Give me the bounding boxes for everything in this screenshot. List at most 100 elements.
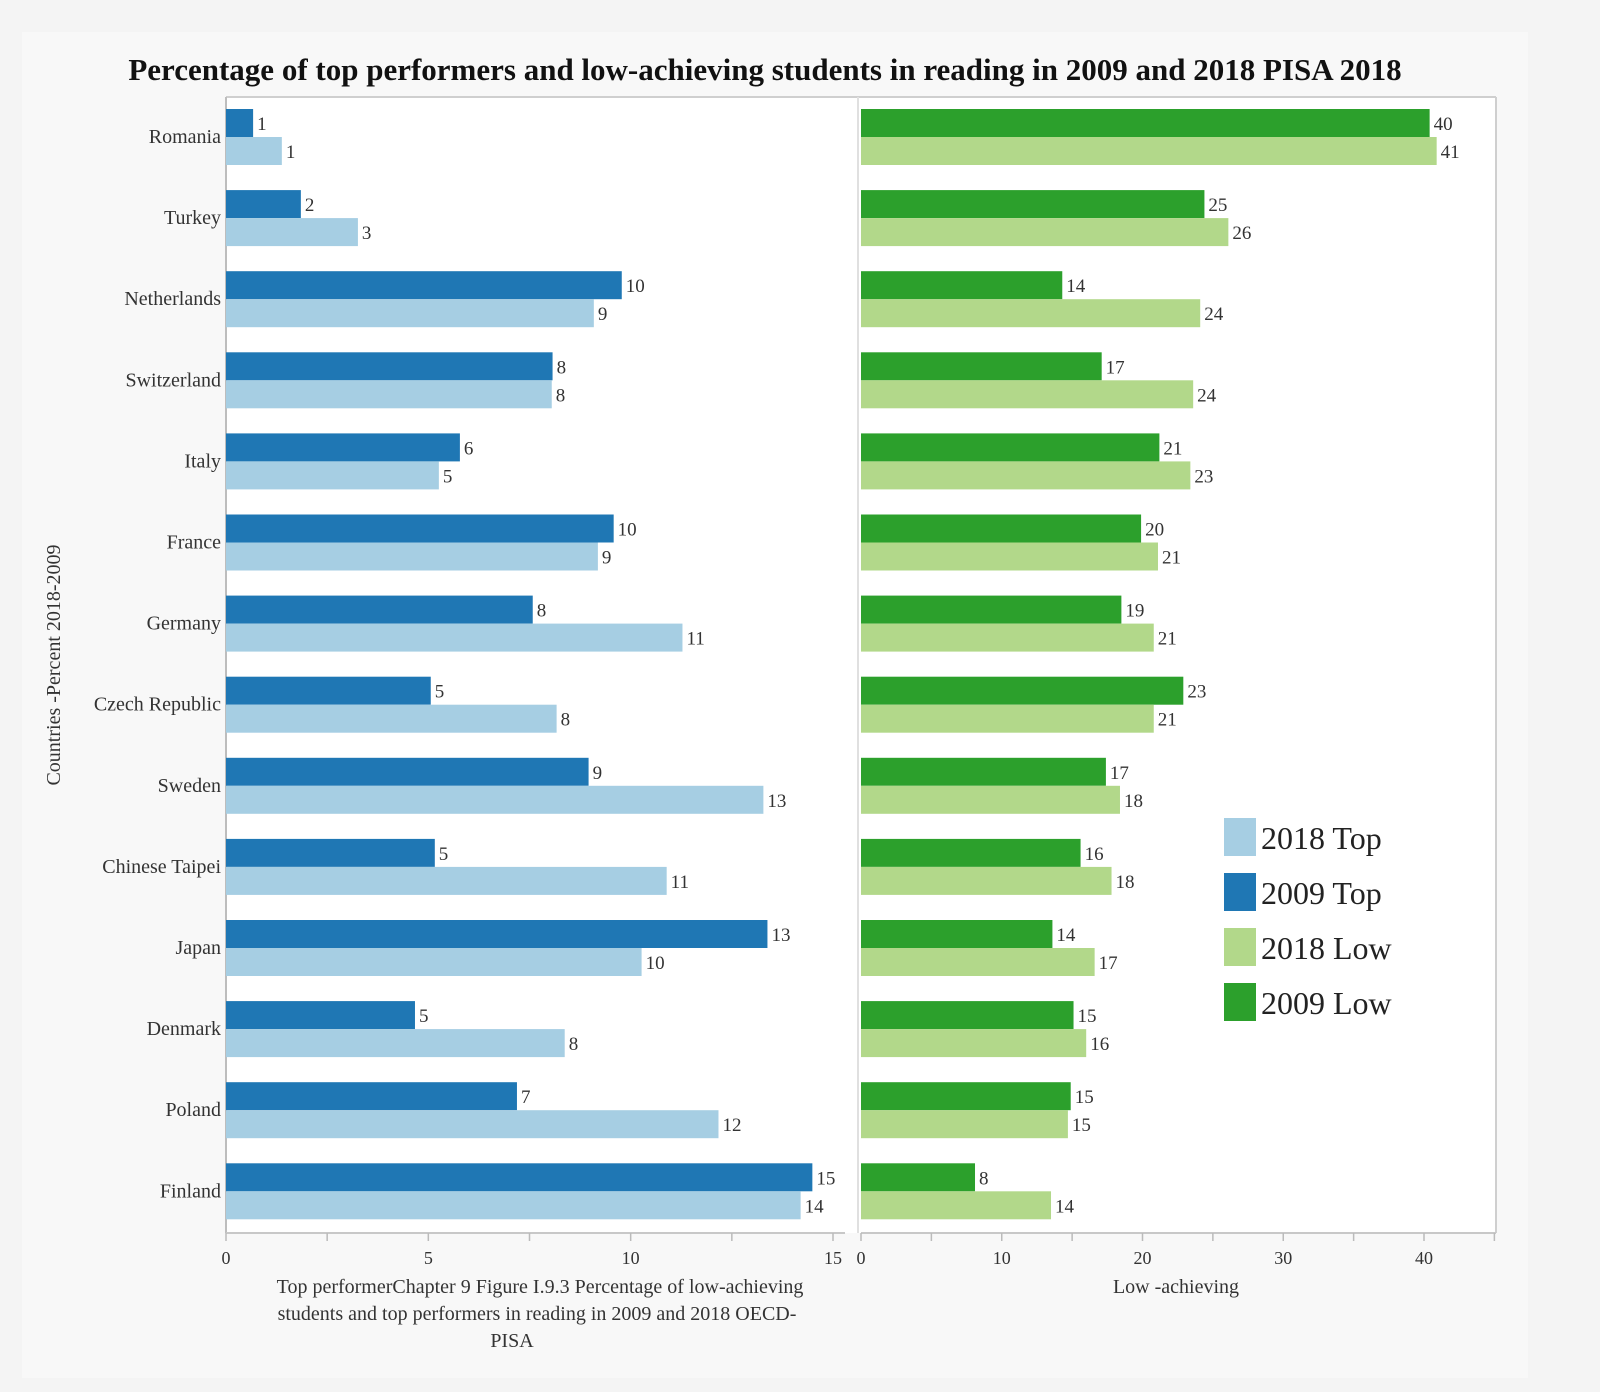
bar-2018-top <box>226 1191 801 1220</box>
x-tick-label: 0 <box>857 1248 866 1268</box>
chart-title: Percentage of top performers and low-ach… <box>128 52 1402 87</box>
data-label: 40 <box>1434 114 1453 135</box>
data-label: 6 <box>464 438 474 459</box>
data-label: 25 <box>1208 195 1227 216</box>
bar-2009-low <box>861 757 1106 786</box>
data-label: 5 <box>443 466 453 487</box>
bar-2018-low <box>861 380 1194 409</box>
data-label: 10 <box>646 953 665 974</box>
legend: 2018 Top 2009 Top 2018 Low 2009 Low <box>1224 818 1392 1021</box>
data-label: 15 <box>1075 1087 1094 1108</box>
bar-2018-low <box>861 1191 1052 1220</box>
bar-2018-low <box>861 137 1437 165</box>
data-label: 14 <box>1055 1196 1075 1217</box>
bar-2009-top <box>226 595 533 624</box>
category-label: Czech Republic <box>94 694 221 716</box>
data-label: 13 <box>771 925 790 946</box>
x-tick-label: 10 <box>622 1248 640 1268</box>
legend-label: 2018 Low <box>1261 930 1392 966</box>
bar-2018-low <box>861 948 1095 976</box>
category-label: France <box>167 532 222 554</box>
data-label: 15 <box>1072 1115 1091 1136</box>
bar-2009-top <box>226 757 589 786</box>
bar-2018-top <box>226 785 764 814</box>
bar-2018-low <box>861 542 1158 571</box>
bar-2009-top <box>226 190 301 219</box>
bar-2009-low <box>861 271 1063 300</box>
bar-2018-top <box>226 461 439 490</box>
category-label: Italy <box>184 450 221 472</box>
bar-2009-top <box>226 1082 517 1111</box>
bar-2009-top <box>226 676 431 705</box>
x-tick-label: 40 <box>1415 1248 1433 1268</box>
data-label: 24 <box>1197 385 1217 406</box>
bar-2009-low <box>861 595 1122 624</box>
plot-frame <box>225 96 1497 1234</box>
x-axis-label-left-line3: PISA <box>490 1330 534 1352</box>
bar-2009-low <box>861 190 1205 219</box>
bar-2018-top <box>226 299 594 328</box>
data-label: 21 <box>1158 710 1177 731</box>
x-axis-label-left-line1: Top performerChapter 9 Figure I.9.3 Perc… <box>277 1276 804 1298</box>
legend-swatch <box>1224 818 1256 856</box>
bar-2009-low <box>861 352 1102 381</box>
bar-2018-top <box>226 948 642 976</box>
data-label: 7 <box>521 1087 531 1108</box>
bar-2018-low <box>861 218 1229 247</box>
bar-2009-top <box>226 1163 813 1192</box>
data-label: 5 <box>435 682 445 703</box>
data-label: 21 <box>1162 548 1181 569</box>
data-label: 16 <box>1085 844 1104 865</box>
bar-2018-top <box>226 704 557 733</box>
x-tick-label: 10 <box>993 1248 1011 1268</box>
bar-2018-low <box>861 299 1201 328</box>
data-label: 13 <box>767 791 786 812</box>
bar-2009-top <box>226 352 553 381</box>
category-label: Netherlands <box>124 288 221 310</box>
data-label: 8 <box>979 1168 989 1189</box>
bar-2009-top <box>226 433 460 462</box>
data-label: 17 <box>1110 763 1129 784</box>
data-label: 15 <box>816 1168 835 1189</box>
data-label: 17 <box>1099 953 1118 974</box>
bar-2018-top <box>226 623 683 652</box>
bar-2009-low <box>861 1163 976 1192</box>
category-label: Japan <box>175 937 221 959</box>
bar-2009-top <box>226 838 435 867</box>
bar-2018-top <box>226 866 667 895</box>
x-axis-label-right: Low -achieving <box>1113 1276 1239 1298</box>
data-label: 17 <box>1106 357 1125 378</box>
data-label: 3 <box>362 223 372 244</box>
data-label: 18 <box>1124 791 1143 812</box>
data-label: 8 <box>569 1034 579 1055</box>
bar-2009-low <box>861 920 1053 948</box>
bar-2018-low <box>861 866 1112 895</box>
bar-2018-top <box>226 1110 719 1139</box>
data-label: 14 <box>1056 925 1076 946</box>
bar-2018-top <box>226 1029 565 1058</box>
legend-label: 2009 Low <box>1261 985 1392 1021</box>
data-label: 16 <box>1090 1034 1109 1055</box>
data-label: 21 <box>1163 438 1182 459</box>
data-label: 41 <box>1441 142 1460 163</box>
category-labels: Romania Turkey Netherlands Switzerland Italy… <box>94 126 222 1202</box>
data-label: 9 <box>598 304 608 325</box>
bar-2018-top <box>226 542 598 571</box>
bar-2009-top <box>226 1001 415 1030</box>
data-label: 10 <box>618 520 637 541</box>
data-label: 18 <box>1116 872 1135 893</box>
data-label: 11 <box>686 629 704 650</box>
legend-label: 2009 Top <box>1261 875 1382 911</box>
bar-2018-low <box>861 623 1154 652</box>
bar-2009-low <box>861 1082 1071 1111</box>
data-label: 14 <box>1066 276 1086 297</box>
data-label: 5 <box>419 1006 429 1027</box>
legend-swatch <box>1224 873 1256 911</box>
bar-2009-top <box>226 109 254 137</box>
data-label: 14 <box>805 1196 825 1217</box>
bar-2009-top <box>226 271 622 300</box>
bar-2018-top <box>226 137 282 165</box>
legend-swatch <box>1224 983 1256 1021</box>
